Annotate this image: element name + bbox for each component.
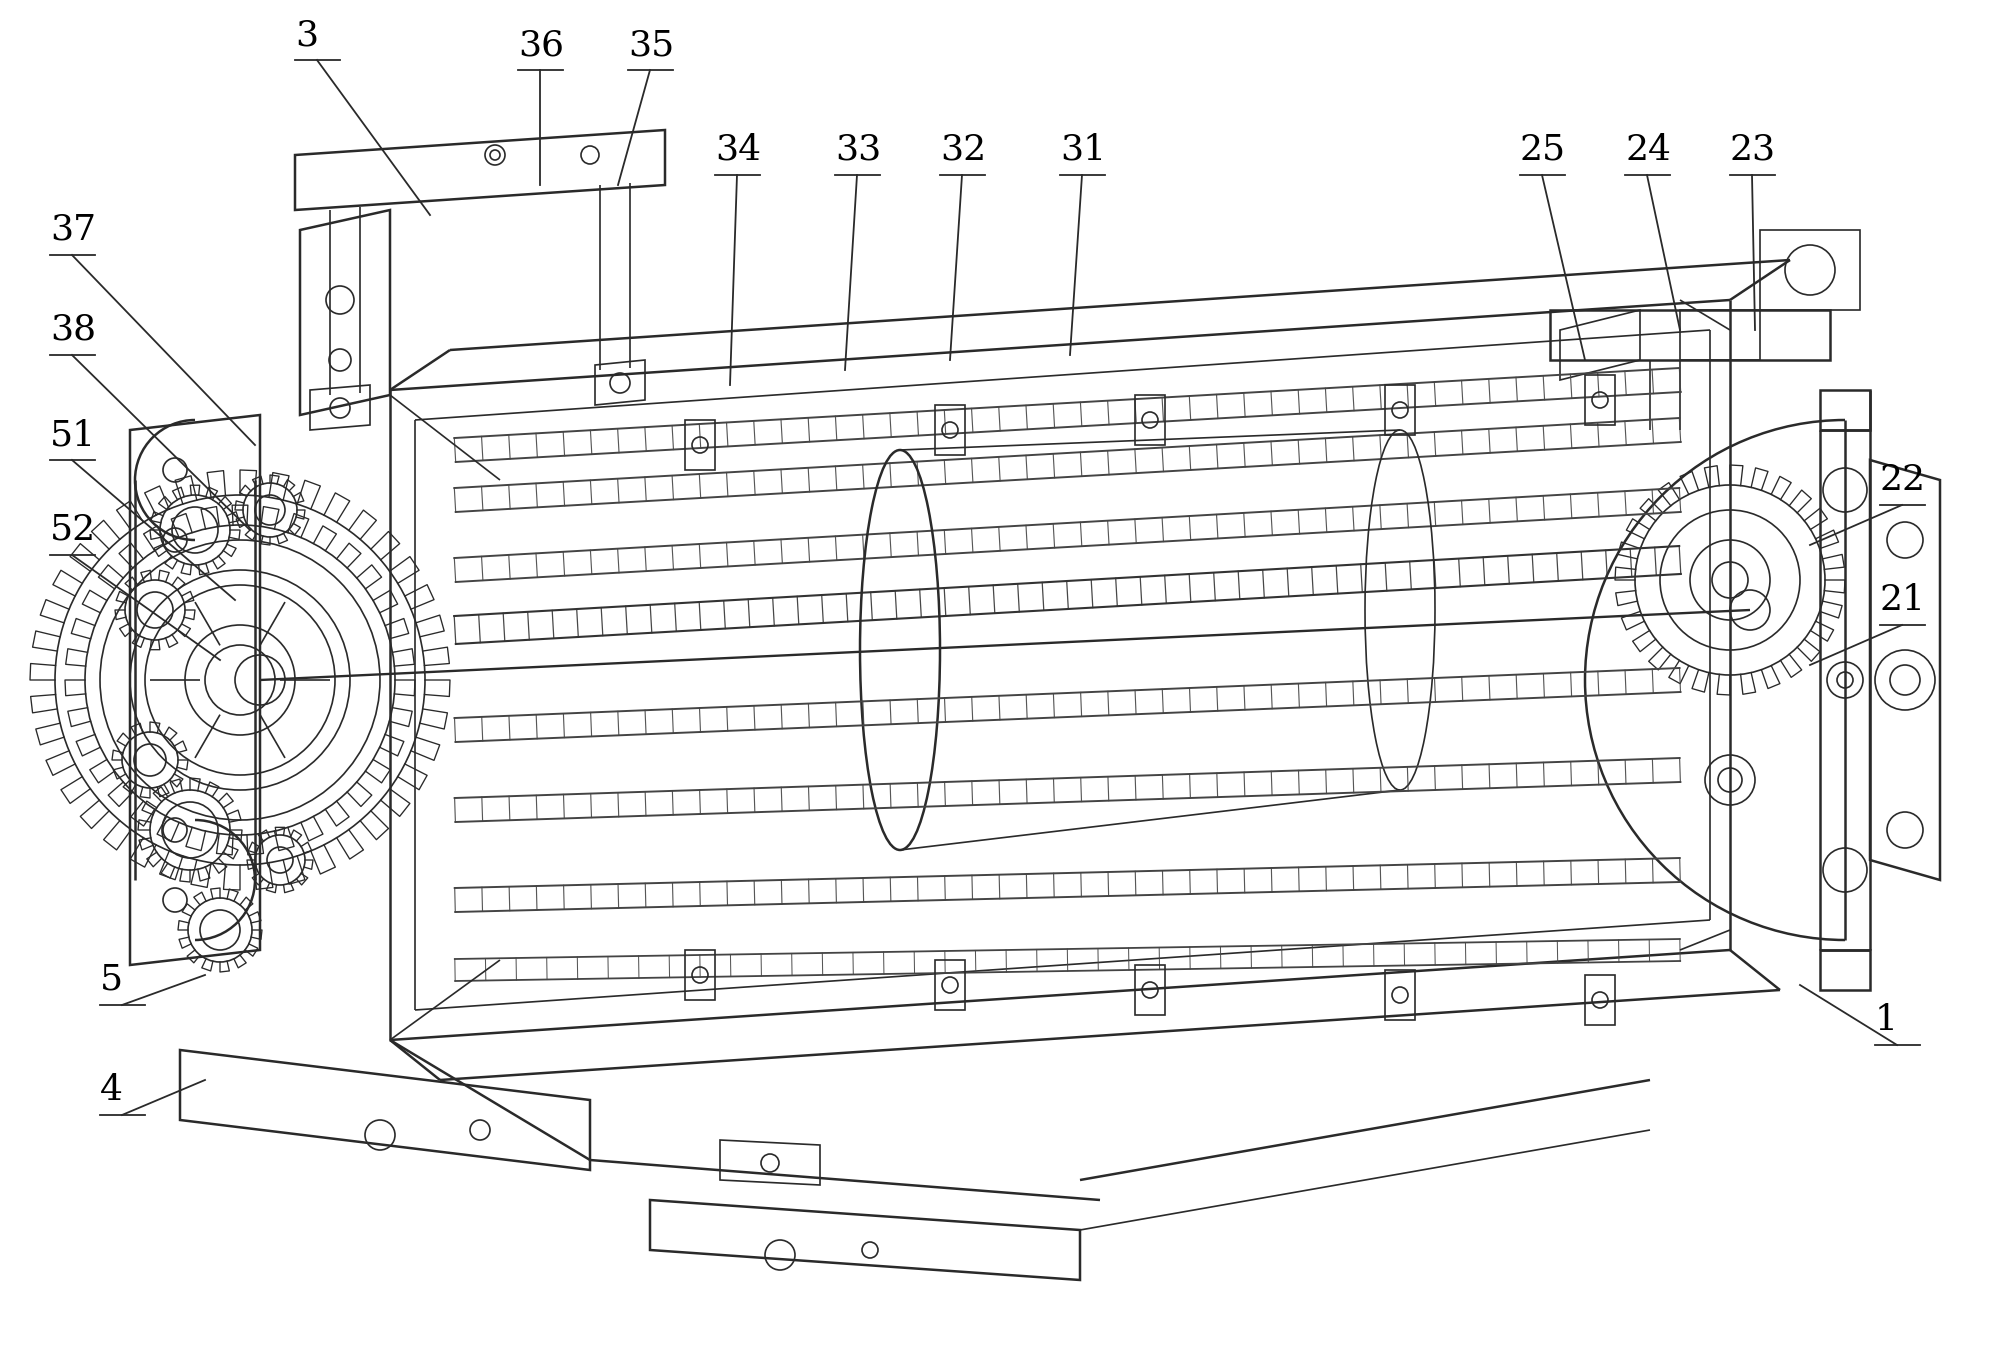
- Text: 23: 23: [1730, 134, 1776, 166]
- Text: 38: 38: [50, 312, 96, 346]
- Text: 31: 31: [1059, 134, 1107, 166]
- Text: 33: 33: [834, 134, 882, 166]
- Text: 52: 52: [50, 513, 96, 547]
- Text: 4: 4: [100, 1073, 123, 1108]
- Text: 32: 32: [940, 134, 986, 166]
- Text: 35: 35: [627, 29, 675, 61]
- Text: 24: 24: [1625, 134, 1670, 166]
- Text: 5: 5: [100, 963, 123, 997]
- Text: 34: 34: [715, 134, 761, 166]
- Text: 3: 3: [295, 18, 319, 52]
- Text: 1: 1: [1876, 1003, 1897, 1037]
- Text: 25: 25: [1519, 134, 1567, 166]
- Text: 51: 51: [50, 417, 96, 451]
- Text: 22: 22: [1880, 462, 1925, 496]
- Text: 36: 36: [518, 29, 563, 61]
- Text: 21: 21: [1880, 582, 1925, 617]
- Text: 37: 37: [50, 213, 96, 247]
